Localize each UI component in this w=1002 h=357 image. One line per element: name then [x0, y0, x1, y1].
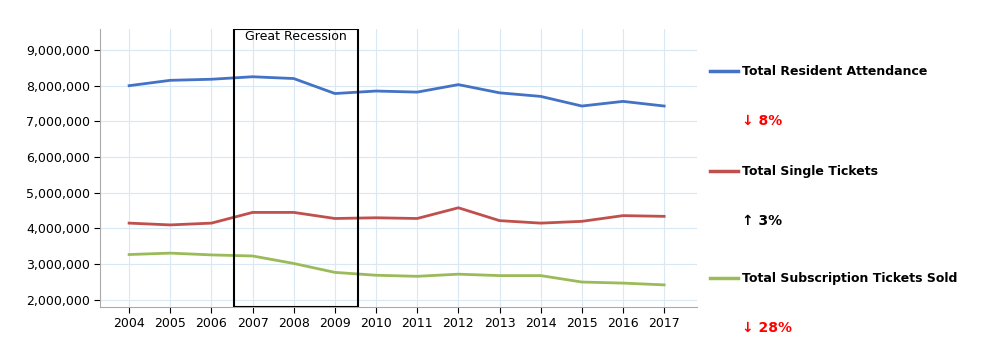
Bar	[233, 29, 357, 307]
Text: ↓ 8%: ↓ 8%	[741, 114, 782, 129]
Text: ↓ 28%: ↓ 28%	[741, 321, 792, 336]
Text: Total Resident Attendance: Total Resident Attendance	[741, 65, 927, 78]
Text: Great Recession: Great Recession	[244, 30, 347, 43]
Text: Total Subscription Tickets Sold: Total Subscription Tickets Sold	[741, 272, 957, 285]
Text: Total Single Tickets: Total Single Tickets	[741, 165, 878, 178]
Text: ↑ 3%: ↑ 3%	[741, 214, 782, 228]
